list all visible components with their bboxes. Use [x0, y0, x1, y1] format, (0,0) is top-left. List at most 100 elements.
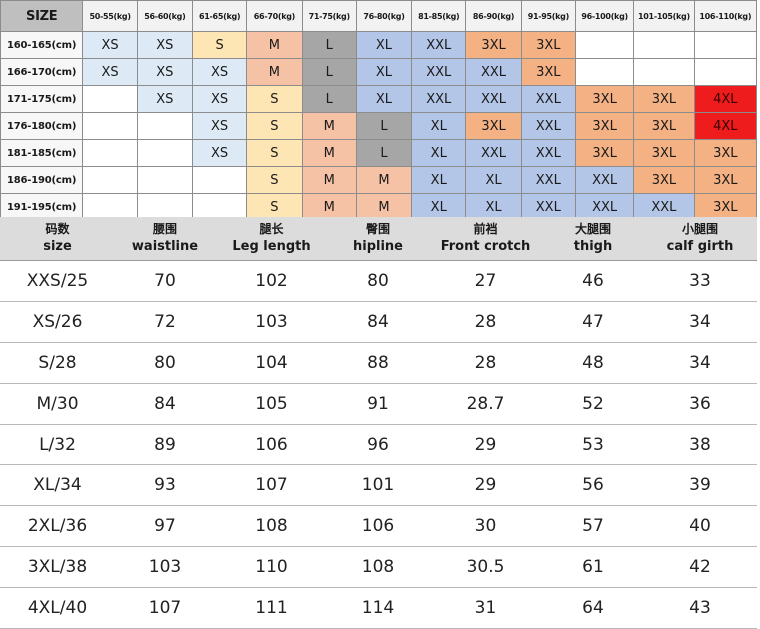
size-cell: XL [411, 166, 467, 194]
measurement-value-cell: 39 [689, 475, 711, 496]
measurement-row: S/28 80 104 88 28 48 34 [0, 343, 757, 384]
size-cell: XXL [465, 139, 522, 167]
size-cell: M [246, 58, 303, 86]
size-cell: XS [191, 112, 248, 140]
header-chinese-label: 臀围 [365, 222, 390, 236]
measurement-value-cell: 89 [154, 434, 176, 455]
measurement-value-cell: 80 [367, 270, 389, 291]
weight-column-header: 81-85(kg) [411, 0, 467, 32]
size-cell: XL [411, 139, 467, 167]
grid-body: 160-165(cm) XS XS S M L XL XXL 3XL 3XL 166-170(cm)… [0, 31, 758, 221]
size-cell: 3XL [633, 166, 695, 194]
measurement-value-cell: 107 [148, 598, 182, 619]
size-cell: XXL [574, 166, 635, 194]
size-cell: 3XL [465, 31, 522, 59]
size-label-cell: XXS/25 [26, 270, 89, 291]
measurement-row: L/32 89 106 96 29 53 38 [0, 425, 757, 466]
grid-row: 176-180(cm) XS S M L XL 3XL XXL 3XL 3XL 4XL [0, 112, 758, 140]
size-cell: L [301, 58, 357, 86]
weight-column-header: 106-110(kg) [693, 0, 758, 32]
measurement-column-header: 腿长 Leg length [215, 217, 328, 260]
size-cell: L [301, 85, 357, 113]
weight-column-header: 86-90(kg) [465, 0, 522, 32]
size-cell: S [246, 139, 303, 167]
size-label-cell: 3XL/38 [27, 557, 88, 578]
measurement-value-cell: 28.7 [466, 393, 505, 414]
size-cell: XS [82, 58, 138, 86]
size-label-cell: M/30 [36, 393, 79, 414]
size-cell: XXL [633, 193, 695, 221]
size-cell [693, 31, 758, 59]
measurement-row: XL/34 93 107 101 29 56 39 [0, 465, 757, 507]
measurement-value-cell: 36 [689, 393, 711, 414]
measurement-value-cell: 84 [367, 311, 389, 332]
measurement-value-cell: 46 [582, 270, 604, 291]
header-chinese-label: 大腿围 [574, 222, 611, 236]
size-cell: S [246, 85, 303, 113]
measurement-value-cell: 102 [255, 270, 288, 291]
measurement-row: 3XL/38 103 110 108 30.5 61 42 [0, 547, 757, 589]
measurement-value-cell: 40 [689, 516, 711, 537]
measurement-value-cell: 38 [689, 434, 711, 455]
size-cell: XL [411, 193, 467, 221]
size-cell: 3XL [633, 112, 695, 140]
measurement-column-header: 前裆 Front crotch [428, 217, 543, 260]
header-chinese-label: 腰围 [152, 222, 177, 236]
measurement-column-header: 小腿围 calf girth [643, 217, 757, 260]
size-cell: XXL [520, 85, 576, 113]
size-cell: M [301, 139, 357, 167]
size-cell: XXL [411, 58, 467, 86]
size-label-cell: 2XL/36 [27, 516, 88, 537]
size-cell: 3XL [574, 112, 635, 140]
height-row-header: 171-175(cm) [0, 85, 84, 113]
size-cell: XS [136, 85, 193, 113]
measurement-value-cell: 107 [255, 475, 288, 496]
measurement-value-cell: 57 [582, 516, 604, 537]
measurement-value-cell: 103 [148, 557, 182, 578]
size-cell [693, 58, 758, 86]
size-cell: XL [411, 112, 467, 140]
measurement-value-cell: 52 [582, 393, 604, 414]
measurement-value-cell: 84 [154, 393, 176, 414]
weight-column-header: 101-105(kg) [633, 0, 695, 32]
size-label-cell: L/32 [39, 434, 76, 455]
size-cell: S [246, 112, 303, 140]
measurement-row: 2XL/36 97 108 106 30 57 40 [0, 506, 757, 548]
measurement-value-cell: 104 [255, 352, 288, 373]
size-cell: XXL [411, 85, 467, 113]
grid-row: 171-175(cm) XS XS S L XL XXL XXL XXL 3XL 3XL 4XL [0, 85, 758, 113]
size-cell: XS [136, 58, 193, 86]
size-cell: M [246, 31, 303, 59]
size-cell: L [355, 139, 413, 167]
grid-row: 160-165(cm) XS XS S M L XL XXL 3XL 3XL [0, 31, 758, 59]
weight-column-header: 71-75(kg) [301, 0, 357, 32]
measurement-value-cell: 96 [367, 434, 389, 455]
measurement-value-cell: 31 [474, 598, 497, 619]
grid-row: 181-185(cm) XS S M L XL XXL XXL 3XL 3XL 3XL [0, 139, 758, 167]
measurement-value-cell: 105 [255, 393, 288, 414]
size-cell: M [301, 112, 357, 140]
header-english-label: Leg length [232, 239, 311, 254]
size-cell: XL [465, 193, 522, 221]
size-cell: 3XL [633, 85, 695, 113]
size-cell: S [246, 166, 303, 194]
size-cell: M [355, 193, 413, 221]
measurement-value-cell: 72 [154, 311, 176, 332]
size-cell [136, 112, 193, 140]
size-cell: XS [82, 31, 138, 59]
size-cell [633, 58, 695, 86]
height-row-header: 181-185(cm) [0, 139, 84, 167]
header-english-label: hipline [352, 239, 403, 254]
measurement-value-cell: 70 [154, 270, 176, 291]
size-cell: XXL [465, 85, 522, 113]
header-english-label: thigh [573, 239, 613, 254]
measurement-body: XXS/25 70 102 80 27 46 33 XS/26 72 103 84 28 47 34 S/2… [0, 261, 757, 629]
header-chinese-label: 小腿围 [681, 222, 718, 236]
measurement-value-cell: 91 [367, 393, 389, 414]
measurement-column-header: 大腿围 thigh [543, 217, 643, 260]
measurement-column-header: 码数 size [0, 217, 115, 260]
size-grid-table: SIZE 50-55(kg) 56-60(kg) 61-65(kg) 66-70(kg… [0, 0, 758, 221]
size-cell: XL [465, 166, 522, 194]
height-row-header: 166-170(cm) [0, 58, 84, 86]
measurement-header-row: 码数 size 腰围 waistline 腿长 Leg length 臀围 hipline 前裆… [0, 217, 757, 261]
